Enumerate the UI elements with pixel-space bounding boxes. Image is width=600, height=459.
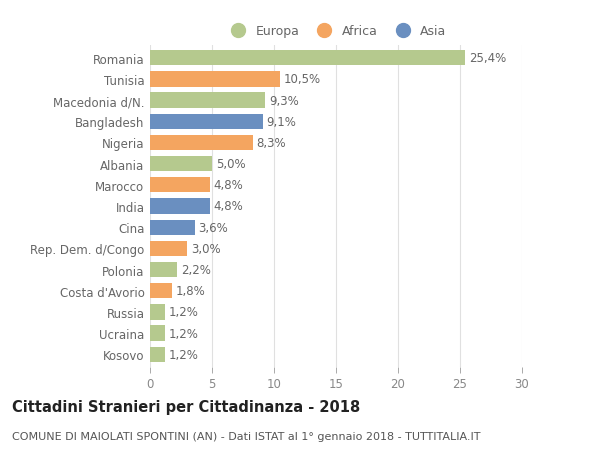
Legend: Europa, Africa, Asia: Europa, Africa, Asia [221,20,452,43]
Text: COMUNE DI MAIOLATI SPONTINI (AN) - Dati ISTAT al 1° gennaio 2018 - TUTTITALIA.IT: COMUNE DI MAIOLATI SPONTINI (AN) - Dati … [12,431,481,442]
Bar [150,305,165,320]
Bar [150,199,209,214]
Text: 9,1%: 9,1% [266,116,296,129]
Bar [150,284,172,299]
Text: 10,5%: 10,5% [284,73,321,86]
Text: 4,8%: 4,8% [213,179,243,192]
Text: 1,2%: 1,2% [169,327,199,340]
Text: 8,3%: 8,3% [257,137,286,150]
Bar [150,241,187,257]
Text: 2,2%: 2,2% [181,263,211,276]
Bar [150,93,265,108]
Text: 1,8%: 1,8% [176,285,206,297]
Bar [150,326,165,341]
Text: 3,6%: 3,6% [199,221,228,234]
Bar [150,263,177,278]
Bar [150,178,209,193]
Bar [150,51,465,66]
Text: 3,0%: 3,0% [191,242,221,255]
Bar [150,157,212,172]
Bar [150,135,253,151]
Text: Cittadini Stranieri per Cittadinanza - 2018: Cittadini Stranieri per Cittadinanza - 2… [12,399,360,414]
Text: 25,4%: 25,4% [469,52,506,65]
Bar [150,220,194,235]
Text: 1,2%: 1,2% [169,348,199,361]
Text: 9,3%: 9,3% [269,95,299,107]
Bar [150,72,280,87]
Bar [150,114,263,129]
Text: 5,0%: 5,0% [216,158,245,171]
Bar [150,347,165,362]
Text: 4,8%: 4,8% [213,200,243,213]
Text: 1,2%: 1,2% [169,306,199,319]
